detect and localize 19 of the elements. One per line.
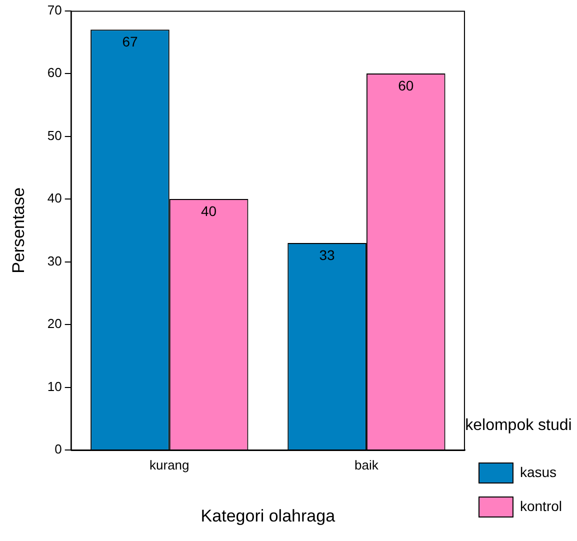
y-tick-label: 40 xyxy=(47,190,62,206)
legend-title: kelompok studi xyxy=(465,417,572,434)
legend-label: kontrol xyxy=(520,498,562,514)
y-tick-label: 50 xyxy=(47,128,62,143)
x-axis-title: Kategori olahraga xyxy=(200,506,336,526)
y-tick-label: 70 xyxy=(47,2,62,18)
x-tick-label: baik xyxy=(354,457,379,472)
y-tick-label: 30 xyxy=(47,253,62,268)
y-tick-label: 60 xyxy=(47,65,62,80)
data-label: 67 xyxy=(122,33,138,50)
data-label: 60 xyxy=(398,77,414,94)
y-tick-label: 10 xyxy=(47,378,62,394)
data-label: 40 xyxy=(201,202,217,219)
legend-label: kasus xyxy=(520,464,557,480)
y-axis-title: Persentase xyxy=(8,187,28,274)
x-tick-label: kurang xyxy=(150,457,190,472)
y-tick-label: 20 xyxy=(47,316,62,332)
data-label: 33 xyxy=(319,246,336,263)
y-tick-label: 0 xyxy=(54,442,62,457)
